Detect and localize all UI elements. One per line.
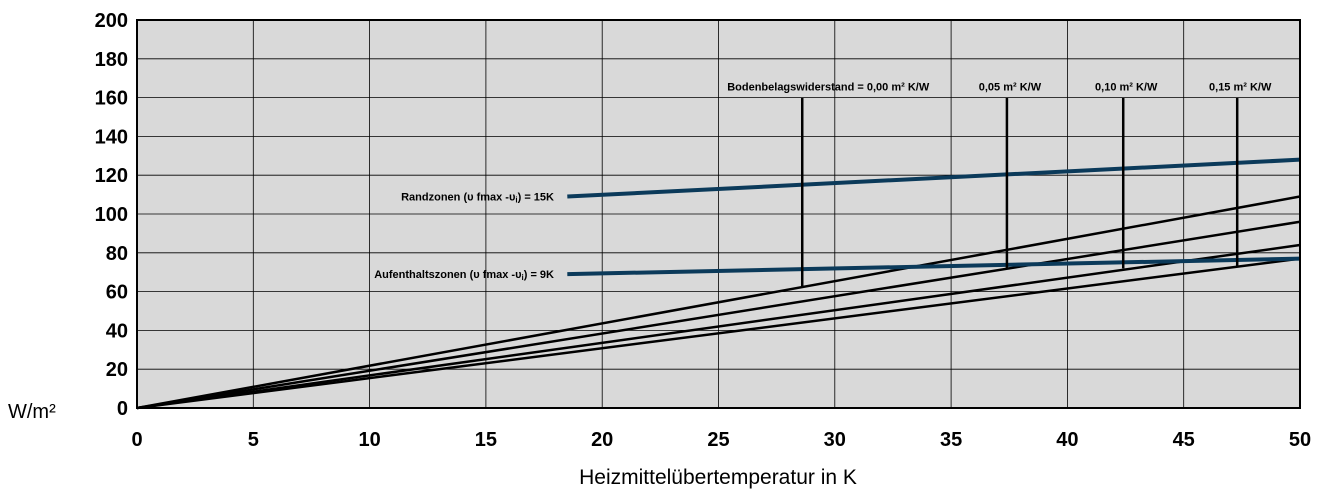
y-tick-label: 200 (95, 10, 128, 32)
y-tick-label: 120 (95, 165, 128, 187)
x-tick-label: 15 (475, 429, 497, 451)
zone-annotation: Randzonen (υ fmax -υi) = 15K (401, 192, 554, 205)
resistance-marker-label: 0,05 m² K/W (979, 82, 1042, 94)
y-tick-label: 0 (117, 398, 128, 420)
series-line (567, 157, 1301, 199)
resistance-marker-label: 0,10 m² K/W (1095, 82, 1158, 94)
y-tick-label: 100 (95, 204, 128, 226)
y-tick-label: 20 (106, 359, 128, 381)
y-tick-label: 160 (95, 88, 128, 110)
series-group (136, 157, 1301, 410)
x-tick-label: 25 (707, 429, 729, 451)
y-tick-labels: 0 20 40 60 80 100 120 140 160 180 200 (95, 10, 128, 420)
x-tick-labels: 0 5 10 15 20 25 30 35 40 45 50 (131, 429, 1311, 451)
series-line (136, 243, 1301, 410)
x-tick-label: 30 (824, 429, 846, 451)
resistance-marker-label: Bodenbelagswiderstand = 0,00 m² K/W (727, 82, 930, 94)
y-tick-label: 140 (95, 126, 128, 148)
annotations: Randzonen (υ fmax -υi) = 15K Aufenthaltsz… (374, 192, 554, 283)
plot-frame (136, 19, 1301, 409)
resistance-marker-label: 0,15 m² K/W (1209, 82, 1272, 94)
x-tick-label: 20 (591, 429, 613, 451)
series-line (567, 256, 1301, 277)
series-line (136, 220, 1301, 410)
resistance-markers: Bodenbelagswiderstand = 0,00 m² K/W 0,05 … (727, 82, 1272, 288)
y-tick-label: 60 (106, 282, 128, 304)
y-tick-label: 80 (106, 243, 128, 265)
x-tick-label: 10 (358, 429, 380, 451)
x-tick-label: 0 (131, 429, 142, 451)
x-tick-label: 35 (940, 429, 962, 451)
x-tick-label: 40 (1056, 429, 1078, 451)
x-tick-label: 5 (248, 429, 259, 451)
x-tick-label: 45 (1173, 429, 1195, 451)
y-tick-label: 40 (106, 320, 128, 342)
y-axis-label: W/m² (8, 401, 56, 423)
series-line (136, 257, 1301, 410)
series-line (136, 195, 1301, 410)
zone-annotation: Aufenthaltszonen (υ fmax -υi) = 9K (374, 269, 554, 282)
x-axis-label: Heizmittelübertemperatur in K (579, 466, 857, 489)
y-tick-label: 180 (95, 49, 128, 71)
x-tick-label: 50 (1289, 429, 1311, 451)
